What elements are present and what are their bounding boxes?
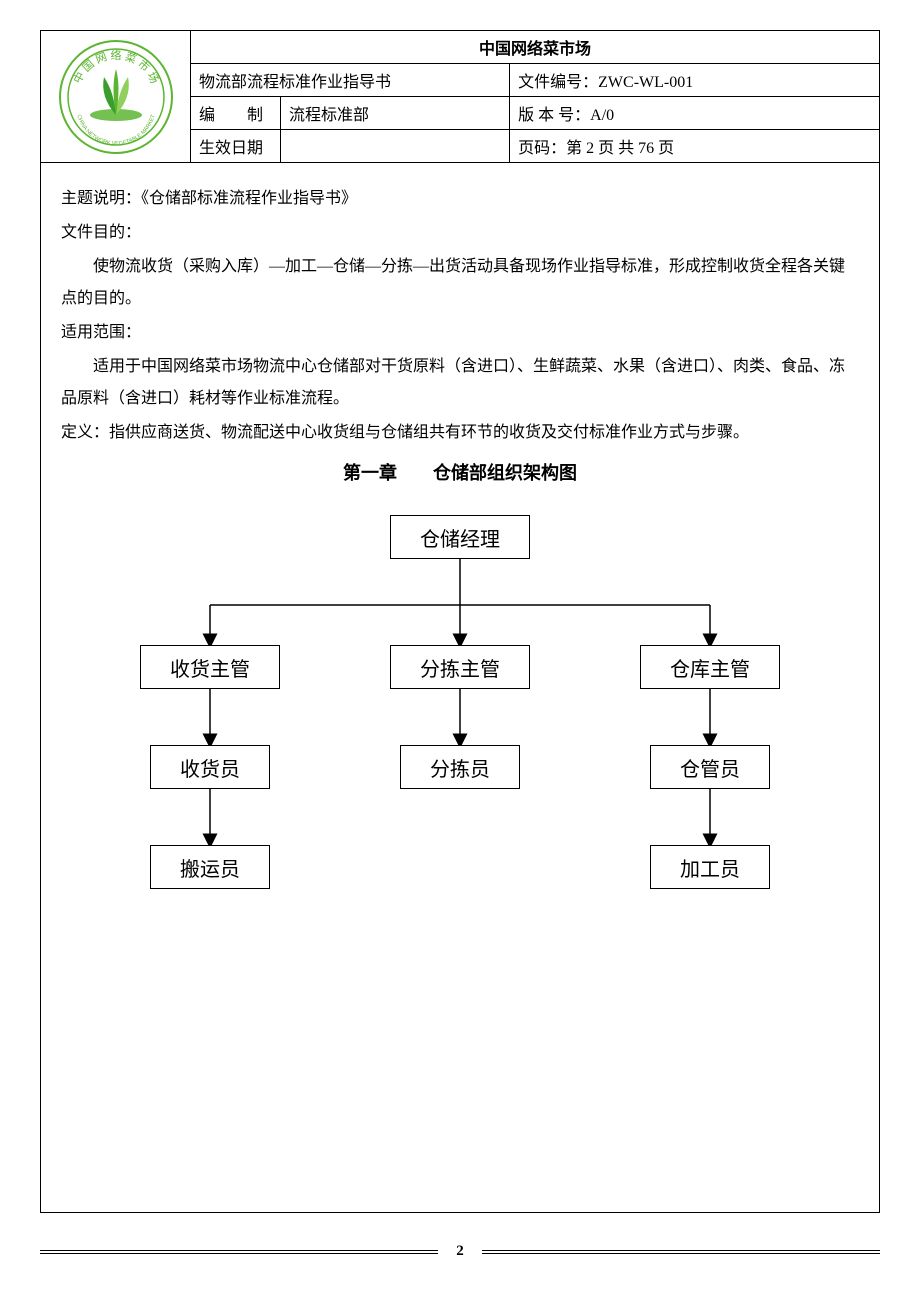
definition-line: 定义：指供应商送货、物流配送中心收货组与仓储组共有环节的收货及交付标准作业方式与…: [61, 417, 859, 449]
author-value: 流程标准部: [281, 97, 510, 130]
effective-label: 生效日期: [191, 130, 281, 163]
footer-page-number: 2: [448, 1243, 472, 1260]
scope-text: 适用于中国网络菜市场物流中心仓储部对干货原料（含进口）、生鲜蔬菜、水果（含进口）…: [61, 351, 859, 415]
page-value: 第 2 页 共 76 页: [566, 140, 674, 157]
page-footer: 2: [40, 1243, 880, 1260]
page-label: 页码：: [518, 140, 566, 157]
node-porter: 搬运员: [150, 845, 270, 889]
file-no-label: 文件编号：: [518, 74, 598, 91]
footer-rule-right: [482, 1250, 880, 1254]
scope-label: 适用范围：: [61, 317, 859, 349]
node-warehouse-keeper: 仓管员: [650, 745, 770, 789]
node-processor: 加工员: [650, 845, 770, 889]
doc-title: 物流部流程标准作业指导书: [191, 64, 510, 97]
version-cell: 版 本 号：A/0: [510, 97, 880, 130]
author-label: 编 制: [191, 97, 281, 130]
effective-value: [281, 130, 510, 163]
subject-line: 主题说明：《仓储部标准流程作业指导书》: [61, 183, 859, 215]
footer-rule-left: [40, 1250, 438, 1254]
node-recv-supervisor: 收货主管: [140, 645, 280, 689]
purpose-text: 使物流收货（采购入库）—加工—仓储—分拣—出货活动具备现场作业指导标准，形成控制…: [61, 251, 859, 315]
node-warehouse-supervisor: 仓库主管: [640, 645, 780, 689]
chapter-title: 第一章 仓储部组织架构图: [61, 459, 859, 485]
file-no-value: ZWC-WL-001: [598, 74, 693, 91]
definition-label: 定义：: [61, 424, 109, 441]
node-manager: 仓储经理: [390, 515, 530, 559]
logo-cell: 中 国 网 络 菜 市 场 CHINA NETWORK VEGETABLE MA…: [41, 31, 191, 163]
definition-text: 指供应商送货、物流配送中心收货组与仓储组共有环节的收货及交付标准作业方式与步骤。: [109, 424, 749, 441]
node-sorter: 分拣员: [400, 745, 520, 789]
subject-value: 《仓储部标准流程作业指导书》: [141, 190, 357, 207]
version-label: 版 本 号：: [518, 107, 590, 124]
document-header: 中 国 网 络 菜 市 场 CHINA NETWORK VEGETABLE MA…: [40, 30, 880, 163]
file-no-cell: 文件编号：ZWC-WL-001: [510, 64, 880, 97]
version-value: A/0: [590, 107, 614, 124]
subject-label: 主题说明：: [61, 190, 141, 207]
node-receiver: 收货员: [150, 745, 270, 789]
org-chart: 仓储经理 收货主管 分拣主管 仓库主管 收货员 分拣员 仓管员 搬运员 加工员: [110, 515, 810, 965]
page-cell: 页码：第 2 页 共 76 页: [510, 130, 880, 163]
purpose-label: 文件目的：: [61, 217, 859, 249]
company-logo: 中 国 网 络 菜 市 场 CHINA NETWORK VEGETABLE MA…: [56, 37, 176, 157]
node-sort-supervisor: 分拣主管: [390, 645, 530, 689]
document-body: 主题说明：《仓储部标准流程作业指导书》 文件目的： 使物流收货（采购入库）—加工…: [40, 163, 880, 1213]
company-title: 中国网络菜市场: [191, 31, 880, 64]
org-chart-connectors: [110, 515, 810, 965]
